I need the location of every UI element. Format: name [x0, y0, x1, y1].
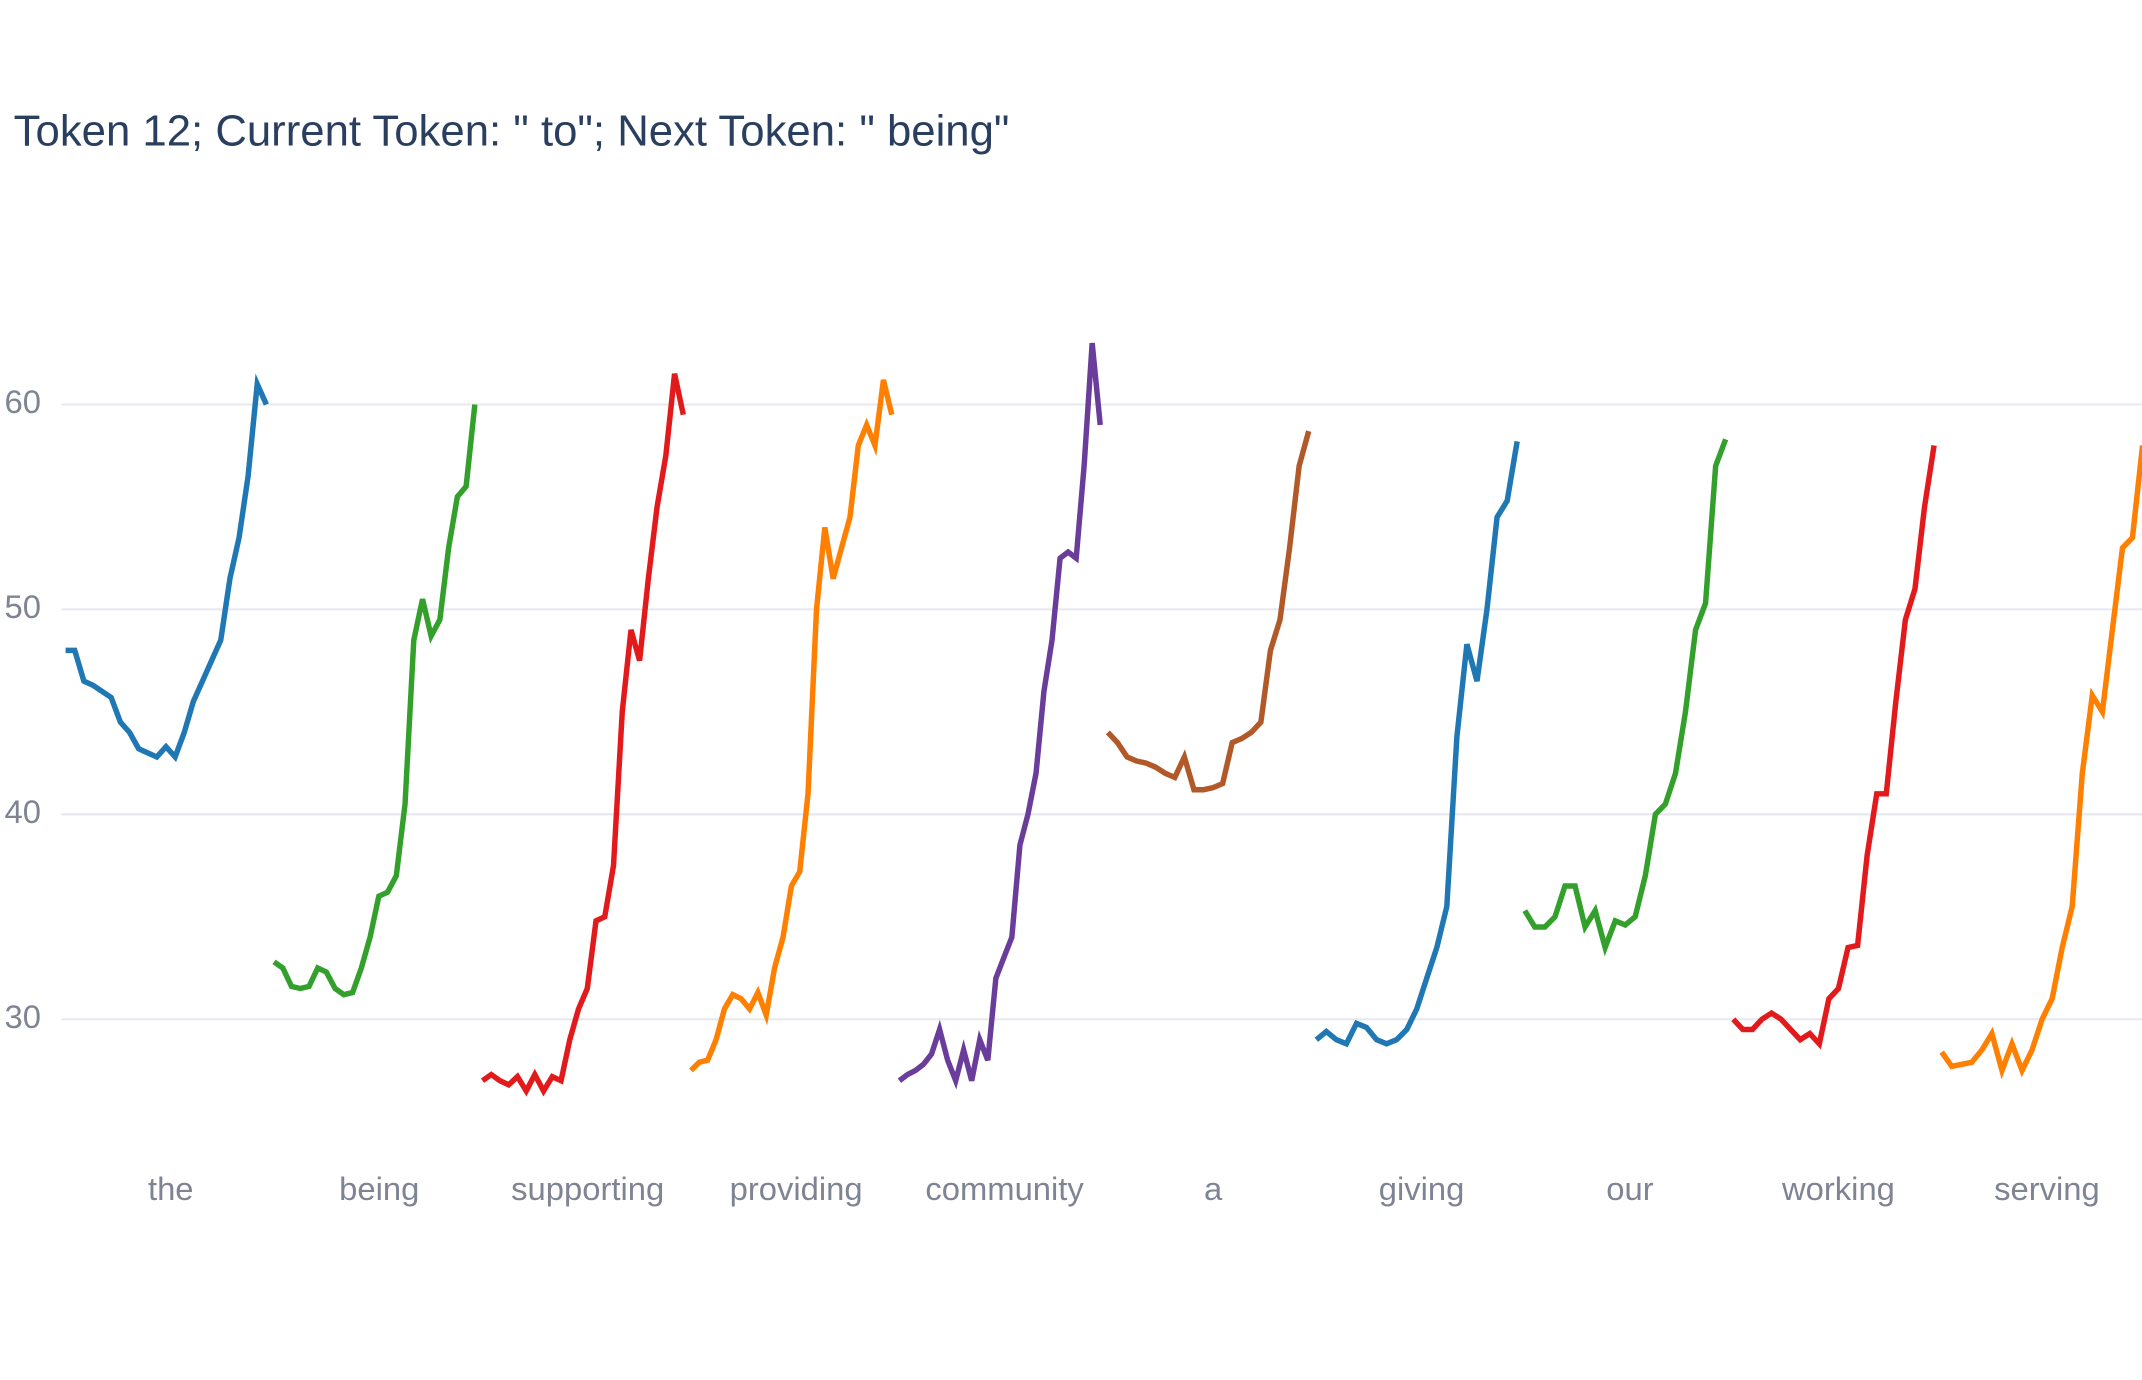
- token-line: [1105, 430, 1312, 793]
- token-line: [1731, 445, 1937, 1050]
- token-line: [1314, 440, 1520, 1048]
- x-tick-label: serving: [1994, 1170, 2100, 1207]
- token-line: [480, 373, 686, 1097]
- x-tick-label: community: [925, 1170, 1084, 1207]
- token-line: [65, 373, 269, 763]
- x-tick-label: a: [1204, 1170, 1223, 1207]
- token-line: [689, 379, 895, 1073]
- x-tick-label: supporting: [511, 1170, 664, 1207]
- chart-title: Token 12; Current Token: " to"; Next Tok…: [14, 107, 1010, 156]
- y-tick-label: 60: [5, 383, 41, 420]
- x-tick-label: the: [148, 1170, 194, 1207]
- y-tick-label: 50: [5, 588, 41, 625]
- token-line: [897, 342, 1103, 1090]
- token-line: [272, 404, 478, 998]
- x-tick-label: being: [339, 1170, 419, 1207]
- x-tick-label: our: [1606, 1170, 1653, 1207]
- token-line: [1522, 438, 1729, 957]
- x-tick-label: giving: [1379, 1170, 1465, 1207]
- token-line: [1939, 445, 2142, 1080]
- x-tick-label: working: [1781, 1170, 1895, 1207]
- x-tick-label: providing: [730, 1170, 863, 1207]
- y-tick-label: 30: [5, 998, 41, 1035]
- y-tick-label: 40: [5, 793, 41, 830]
